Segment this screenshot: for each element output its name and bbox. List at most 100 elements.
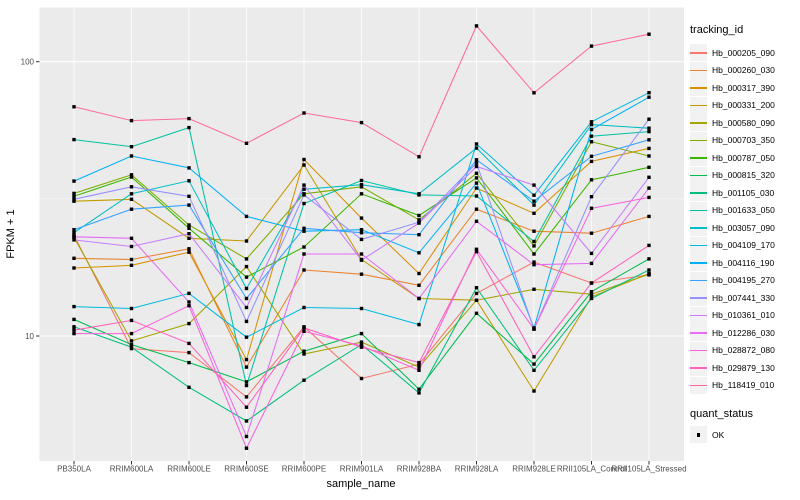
legend-key-line-icon (690, 157, 707, 159)
legend-key (690, 426, 707, 444)
data-point (302, 163, 306, 167)
data-point (72, 179, 76, 183)
data-point (474, 311, 479, 315)
legend-key (690, 61, 707, 79)
legend-key (690, 254, 707, 272)
data-point (532, 389, 536, 393)
legend-item-label: Hb_004109_170 (712, 240, 775, 251)
legend-key-line-icon (690, 87, 707, 89)
legend-item-label: Hb_028872_080 (712, 345, 775, 356)
legend-item-Hb_012286_030: Hb_012286_030 (690, 324, 800, 342)
data-point (72, 238, 76, 242)
y-tick-label: 10 (25, 332, 34, 341)
data-point (129, 331, 134, 336)
data-point (129, 118, 134, 123)
legend-key-line-icon (690, 349, 707, 352)
data-point (302, 187, 306, 191)
data-point (359, 183, 364, 187)
data-point (359, 252, 364, 256)
data-point (72, 231, 76, 235)
data-point (244, 380, 249, 384)
data-point (532, 263, 536, 267)
data-point (589, 231, 594, 235)
data-point (72, 328, 76, 332)
data-point (244, 335, 249, 339)
legend-item-label: Hb_003057_090 (712, 222, 775, 233)
data-point (532, 91, 536, 95)
legend-key-line-icon (690, 227, 707, 229)
x-tick-label: RRII105LA_Control (557, 465, 627, 474)
legend-key-line-icon (690, 69, 707, 72)
x-tick-label: RRIM928LE (512, 465, 556, 474)
legend-key (690, 289, 707, 307)
data-point (647, 126, 651, 130)
legend-key (690, 44, 707, 62)
data-point (359, 237, 364, 242)
legend-key-line-icon (690, 297, 707, 299)
data-point (589, 292, 594, 296)
legend-item-Hb_007441_330: Hb_007441_330 (690, 289, 800, 307)
data-point (302, 349, 306, 353)
data-point (244, 405, 249, 409)
data-point (647, 195, 651, 200)
y-tick-label: 100 (21, 58, 35, 67)
data-point (129, 173, 134, 177)
data-point (647, 186, 651, 190)
data-point (474, 207, 479, 211)
data-point (244, 264, 249, 269)
legend-item-Hb_028872_080: Hb_028872_080 (690, 341, 800, 360)
legend-key-line-icon (690, 209, 707, 212)
data-point (532, 203, 536, 207)
data-point (532, 229, 536, 233)
data-point (474, 161, 479, 165)
data-point (589, 281, 594, 285)
data-point (129, 244, 134, 249)
x-tick-label: RRIM600LA (110, 465, 154, 474)
legend-key (690, 306, 707, 324)
data-point (187, 341, 191, 346)
data-point (532, 211, 536, 215)
legend-key (690, 131, 707, 149)
data-point (187, 350, 191, 355)
data-point (532, 327, 536, 331)
x-tick-label: RRIM600LE (167, 465, 211, 474)
x-tick-label: RRIM928LA (455, 465, 499, 474)
data-point (647, 175, 651, 179)
data-point (244, 365, 249, 369)
x-axis-title: sample_name (326, 478, 395, 490)
data-point (474, 142, 479, 146)
data-point (359, 216, 364, 220)
data-point (417, 365, 421, 369)
data-point (244, 434, 249, 439)
data-point (187, 194, 191, 198)
legend-item-label: Hb_007441_330 (712, 292, 775, 303)
data-point (72, 235, 76, 239)
legend-key (690, 236, 707, 254)
data-point (532, 239, 536, 244)
data-point (187, 179, 191, 183)
data-point (129, 263, 134, 267)
legend-item-label: Hb_012286_030 (712, 327, 775, 338)
data-point (647, 95, 651, 99)
legend-key-line-icon (690, 314, 707, 317)
data-point (244, 357, 249, 362)
data-point (244, 319, 249, 324)
data-point (417, 218, 421, 222)
data-point (244, 296, 249, 301)
data-point (589, 127, 594, 132)
legend-item-Hb_000260_030: Hb_000260_030 (690, 61, 800, 80)
data-point (417, 368, 421, 372)
x-tick-label: RRIM928BA (397, 465, 442, 474)
legend-key-line-icon (690, 174, 707, 177)
data-point (359, 231, 364, 235)
data-point (72, 105, 76, 109)
data-point (417, 322, 421, 327)
data-point (532, 252, 536, 256)
data-point (589, 154, 594, 158)
legend-item-Hb_001633_050: Hb_001633_050 (690, 201, 800, 220)
x-tick-label: RRII105LA_Stressed (611, 465, 686, 474)
data-point (647, 32, 651, 36)
data-point (474, 171, 479, 175)
data-point (589, 134, 594, 138)
data-point (129, 342, 134, 347)
